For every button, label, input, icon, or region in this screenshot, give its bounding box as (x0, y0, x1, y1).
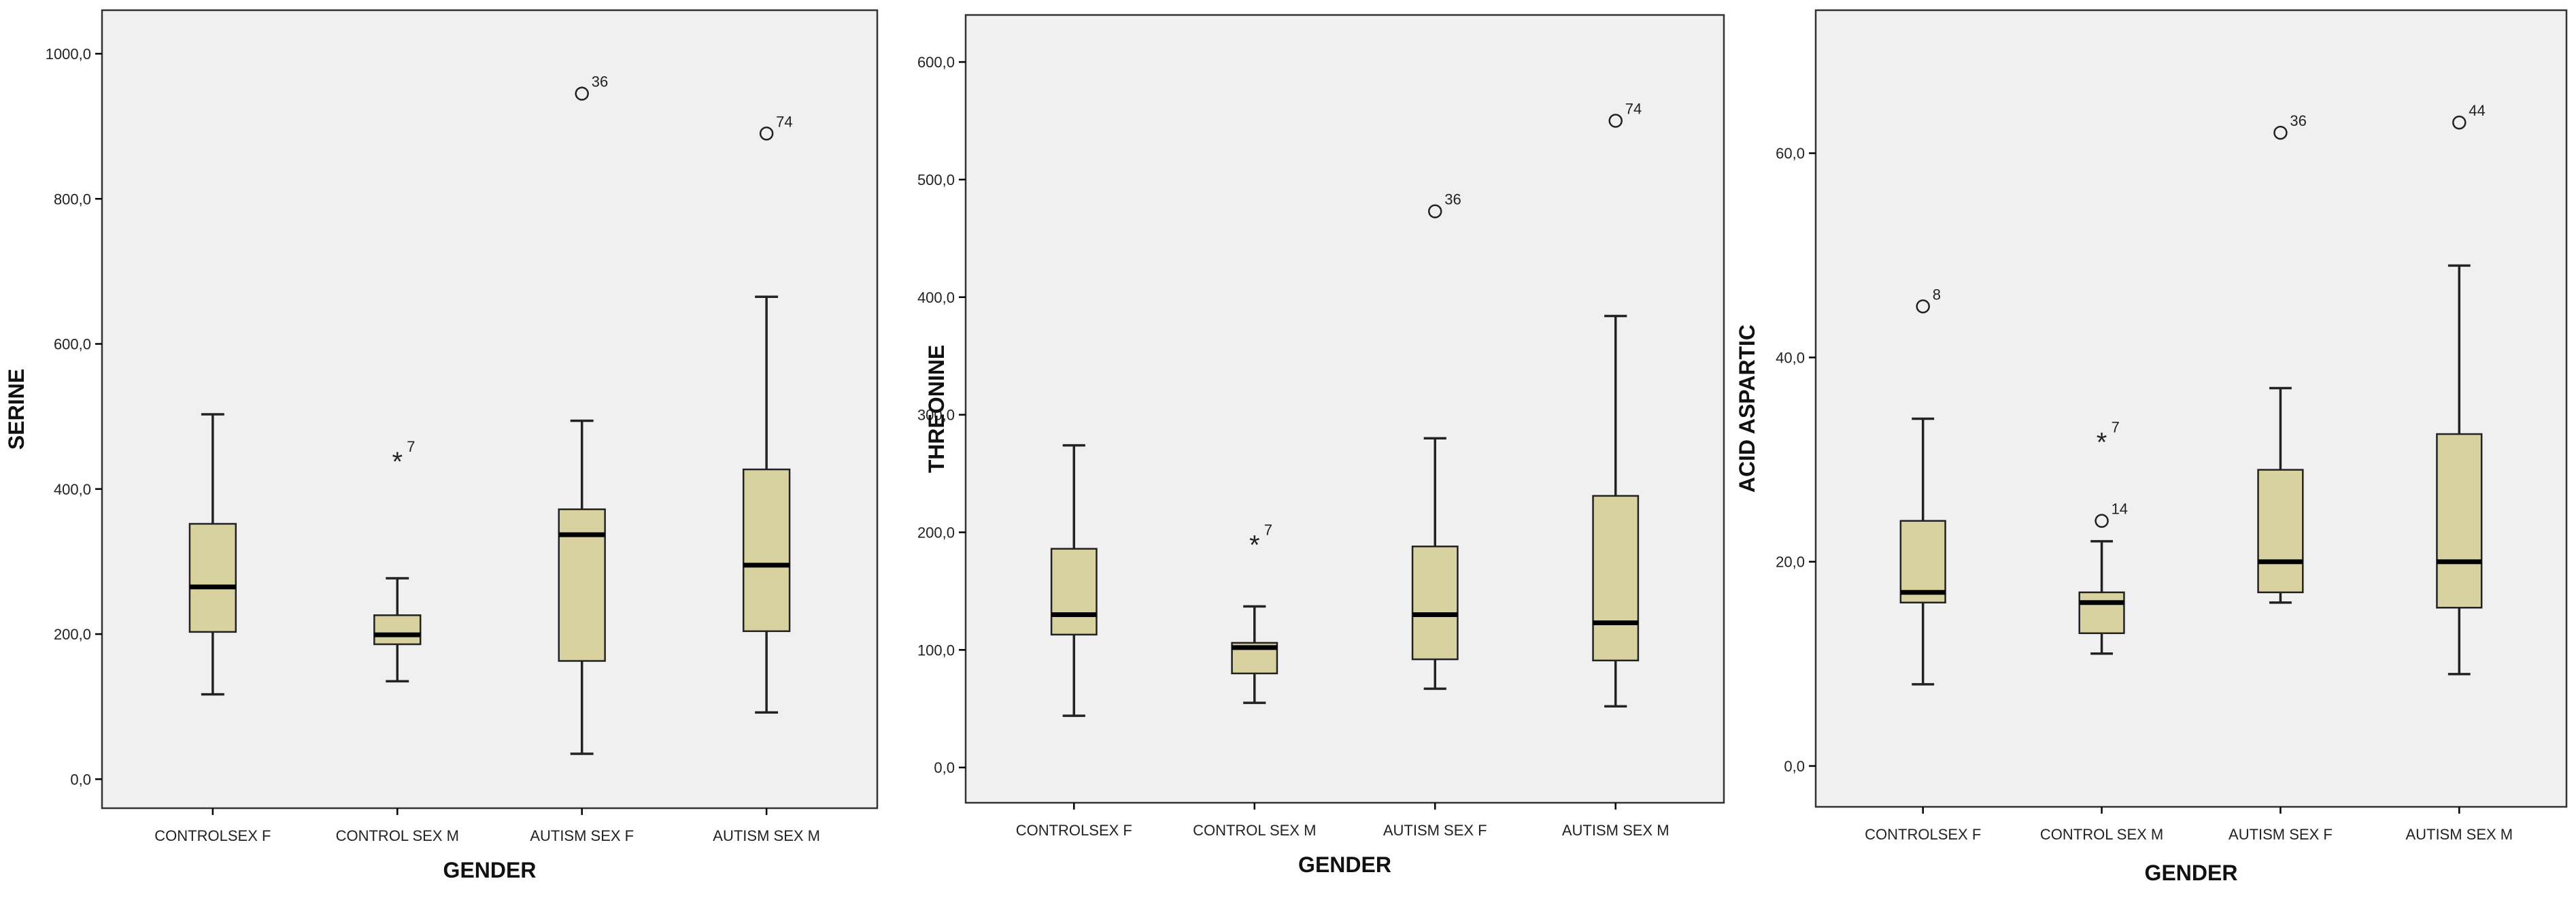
category-label: CONTROLSEX F (1865, 826, 1981, 843)
y-tick-label: 60,0 (1776, 145, 1805, 162)
outlier-label: 7 (407, 438, 415, 455)
box-group: 44 (2436, 102, 2486, 676)
y-tick-label: 300,0 (917, 407, 955, 424)
outlier-label: 7 (2112, 419, 2120, 436)
extreme-marker: * (392, 447, 403, 477)
extreme-marker: * (2097, 428, 2107, 458)
outlier-label: 7 (1264, 521, 1272, 538)
outlier-marker (1608, 114, 1623, 128)
outlier-label: 36 (2290, 112, 2306, 129)
box-group: 36 (558, 73, 608, 755)
category-label: AUTISM SEX M (2405, 826, 2513, 843)
outlier-label: 74 (776, 113, 792, 130)
box-group: 74 (1592, 101, 1642, 708)
x-axis-label: GENDER (1298, 852, 1391, 877)
y-tick-label: 400,0 (54, 481, 91, 498)
outlier-label: 44 (2469, 102, 2485, 119)
outlier-marker (2273, 125, 2288, 140)
y-tick-label: 0,0 (70, 771, 91, 788)
category-label: AUTISM SEX M (1562, 822, 1670, 839)
box-group: 74 (742, 113, 793, 714)
category-label: CONTROL SEX M (1193, 822, 1316, 839)
iqr-box (1592, 495, 1640, 662)
iqr-box (1899, 520, 1946, 603)
category-label: CONTROL SEX M (336, 827, 459, 844)
y-axis-label: ACID ASPARTIC (1735, 325, 1759, 493)
y-tick-label: 0,0 (1784, 758, 1805, 775)
y-tick-label: 40,0 (1776, 349, 1805, 366)
iqr-box (1411, 545, 1459, 661)
y-tick-label: 500,0 (917, 171, 955, 188)
box-group: * 7 14 (2078, 419, 2128, 655)
chart-panel-1: 0,0 200,0 400,0 600,0 800,0 1000,0 SERINE GENDE… (4, 9, 879, 882)
y-axis-label: SERINE (4, 369, 29, 450)
y-tick-label: 20,0 (1776, 554, 1805, 571)
box-group: 36 (2257, 112, 2307, 604)
category-label: CONTROL SEX M (2040, 826, 2163, 843)
box-group (188, 413, 237, 696)
box-group: *7 (1231, 521, 1278, 704)
y-tick-label: 100,0 (917, 642, 955, 659)
x-axis-label: GENDER (2145, 861, 2238, 885)
outlier-marker (1427, 204, 1442, 218)
outlier-label: 8 (1933, 286, 1941, 303)
box-group: *7 (373, 438, 422, 683)
y-tick-label: 600,0 (917, 54, 955, 71)
outlier-label: 36 (592, 73, 608, 90)
outlier-marker (1916, 299, 1930, 314)
category-label: AUTISM SEX F (2228, 826, 2333, 843)
y-tick-label: 1000,0 (46, 46, 91, 63)
y-tick-label: 200,0 (54, 626, 91, 643)
box-group (1050, 444, 1098, 717)
chart-panel-2: 0,0 100,0 200,0 300,0 400,0 500,0 600,0 THREONI… (917, 14, 1725, 877)
outlier-label: 14 (2112, 501, 2128, 518)
iqr-box (188, 522, 237, 633)
outlier-marker (759, 127, 774, 141)
extreme-marker: * (1249, 530, 1260, 560)
y-tick-label: 0,0 (934, 759, 955, 776)
outlier-marker (575, 86, 589, 101)
y-axis-label: THREONINE (924, 345, 949, 473)
category-label: AUTISM SEX M (713, 827, 820, 844)
y-tick-label: 600,0 (54, 336, 91, 353)
category-label: CONTROLSEX F (154, 827, 271, 844)
y-tick-label: 200,0 (917, 524, 955, 541)
chart-panel-3: 0,0 20,0 40,0 60,0 ACID ASPARTIC GENDER CONTRO… (1735, 9, 2568, 885)
y-tick-label: 800,0 (54, 190, 91, 207)
category-label: AUTISM SEX F (530, 827, 634, 844)
outlier-label: 36 (1444, 191, 1461, 208)
iqr-box (373, 614, 422, 646)
outlier-marker (2452, 115, 2467, 130)
category-label: AUTISM SEX F (1383, 822, 1487, 839)
plot-area (1814, 9, 2568, 808)
iqr-box (2436, 433, 2483, 609)
x-axis-label: GENDER (443, 858, 537, 882)
box-group: 36 (1411, 191, 1461, 691)
category-label: CONTROLSEX F (1016, 822, 1132, 839)
box-group: 8 (1899, 286, 1946, 686)
iqr-box (2257, 469, 2304, 593)
plot-area (964, 14, 1725, 804)
iqr-box (742, 468, 791, 633)
outlier-label: 74 (1625, 101, 1642, 118)
plot-area (101, 9, 879, 810)
iqr-box (1050, 548, 1098, 636)
outlier-marker (2095, 514, 2109, 528)
iqr-box (558, 508, 606, 662)
iqr-box (2078, 591, 2125, 635)
y-tick-label: 400,0 (917, 289, 955, 306)
